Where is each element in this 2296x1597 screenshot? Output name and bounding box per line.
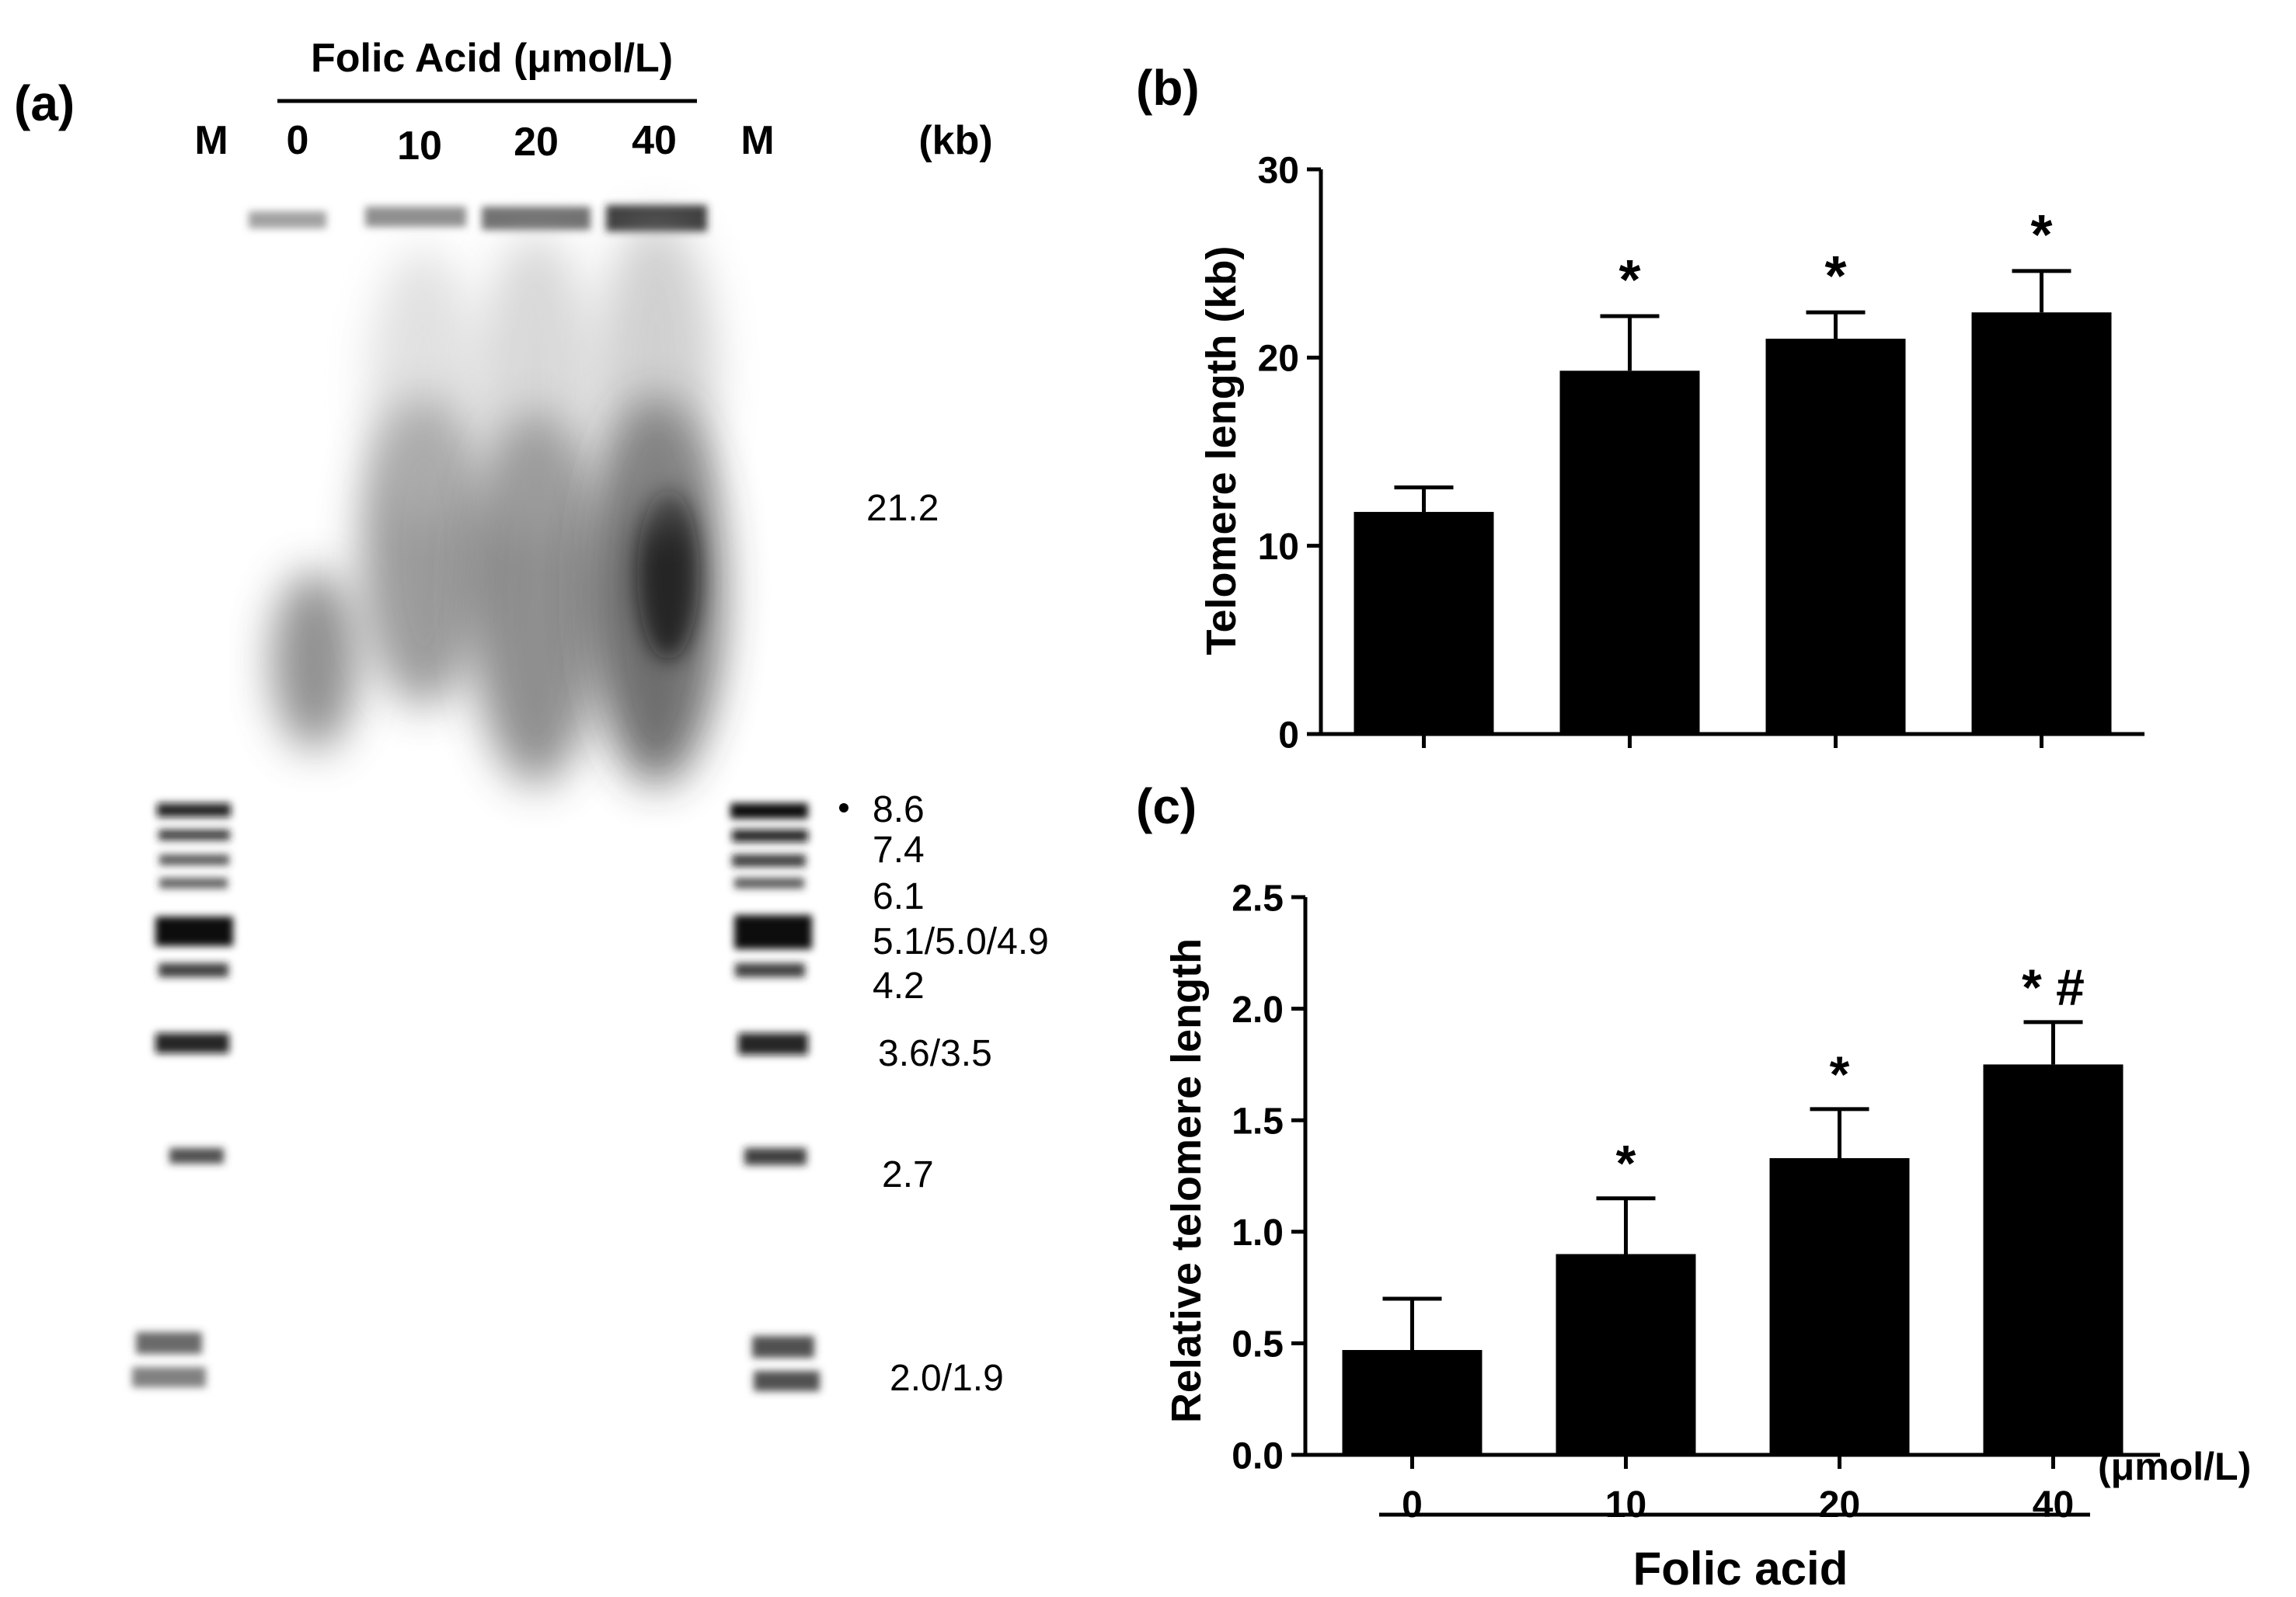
y-axis-label: Telomere length (kb)	[1198, 245, 1245, 655]
significance-marker: *	[1830, 1046, 1850, 1103]
smear-lane-20-tail	[478, 233, 594, 544]
y-tick-label: 0.0	[1232, 1435, 1284, 1477]
panel-a-label: (a)	[14, 75, 75, 131]
y-tick-label: 1.5	[1232, 1101, 1284, 1142]
x-unit-label: (μmol/L)	[2098, 1445, 2251, 1488]
marker-size-label: 7.4	[873, 830, 925, 871]
chart-panel-b: (b) Telomere length (kb) 0 10 20 30 * * *	[1136, 60, 2144, 756]
smear-lane-0	[272, 571, 357, 750]
gel-smears	[272, 217, 723, 785]
marker-size-label: 5.1/5.0/4.9	[873, 921, 1049, 962]
smear-lane-40-tail	[598, 217, 715, 528]
marker-size-label: 4.2	[873, 966, 925, 1007]
x-axis-label: Folic acid	[1633, 1543, 1848, 1595]
gel-header-title: Folic Acid (μmol/L)	[311, 36, 673, 81]
bar	[1559, 371, 1700, 734]
significance-marker: *	[1824, 245, 1846, 308]
y-tick-label: 1.0	[1232, 1213, 1284, 1254]
bar	[1971, 312, 2112, 734]
y-tick-label: 2.0	[1232, 990, 1284, 1031]
smear-lane-10-tail	[369, 249, 478, 528]
significance-marker: * #	[2022, 959, 2085, 1016]
y-tick-label: 10	[1258, 527, 1299, 568]
bar	[1342, 1350, 1482, 1455]
x-tick-label: 10	[1605, 1484, 1646, 1526]
marker-dot	[839, 803, 848, 812]
marker-size-label: 6.1	[873, 876, 925, 917]
marker-size-label: 8.6	[873, 789, 925, 830]
bar	[1769, 1158, 1910, 1455]
y-tick-label: 2.5	[1232, 878, 1284, 919]
marker-size-label: 3.6/3.5	[878, 1033, 992, 1074]
marker-size-label: 21.2	[866, 488, 939, 529]
marker-bands	[132, 803, 820, 1391]
y-tick-label: 30	[1258, 150, 1299, 191]
gel-lane-label: 40	[632, 118, 677, 163]
gel-panel: (a) Folic Acid (μmol/L) M 0 10 20 40 M (…	[14, 36, 1049, 1399]
panel-b-label: (b)	[1136, 60, 1200, 116]
bar	[1556, 1254, 1696, 1455]
gel-lane-label: M	[194, 118, 228, 163]
bar	[1354, 512, 1494, 734]
y-tick-label: 0	[1278, 715, 1299, 756]
marker-size-label: 2.0/1.9	[890, 1358, 1004, 1399]
x-tick-label: 0	[1402, 1484, 1423, 1526]
significance-marker: *	[1618, 249, 1640, 311]
y-axis-label: Relative telomere length	[1163, 938, 1210, 1423]
gel-lane-label: 0	[287, 118, 309, 163]
significance-marker: *	[1616, 1135, 1636, 1192]
y-tick-label: 20	[1258, 339, 1299, 380]
bar	[1765, 339, 1906, 734]
gel-lane-label: 10	[397, 124, 442, 169]
smear-lane-40-core	[637, 489, 699, 660]
gel-unit-label: (kb)	[918, 118, 992, 163]
bar	[1983, 1064, 2124, 1455]
significance-marker: *	[2030, 204, 2052, 266]
marker-size-label: 2.7	[882, 1154, 934, 1195]
panel-c-label: (c)	[1136, 778, 1197, 834]
chart-panel-c: (c) Relative telomere length (μmol/L) Fo…	[1136, 778, 2251, 1595]
gel-lane-label: M	[740, 118, 774, 163]
x-tick-label: 20	[1819, 1484, 1860, 1526]
x-tick-label: 40	[2033, 1484, 2074, 1526]
y-tick-label: 0.5	[1232, 1324, 1284, 1366]
gel-lane-label: 20	[514, 120, 559, 165]
